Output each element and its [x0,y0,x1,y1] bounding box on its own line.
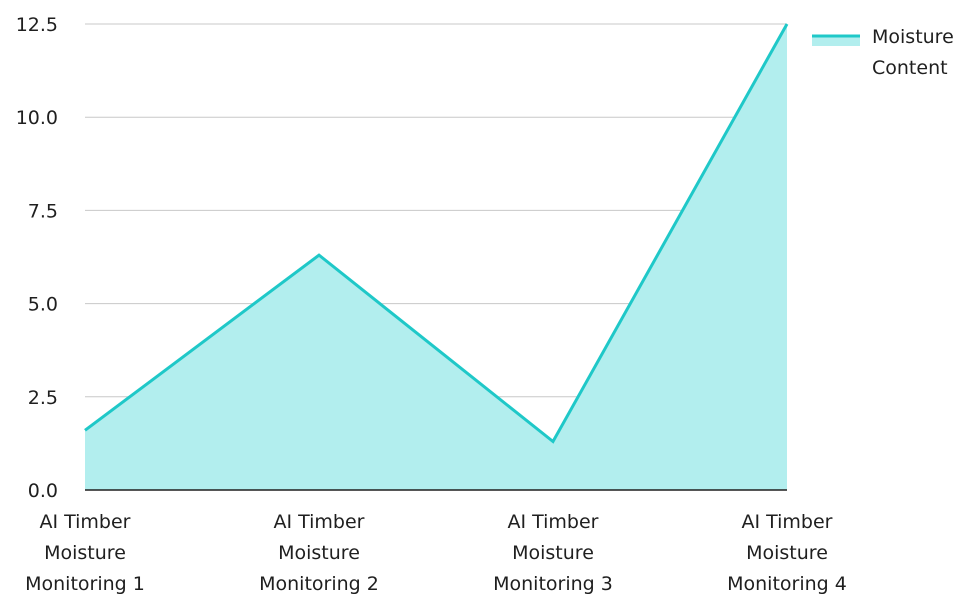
x-tick-label: AI Timber Moisture Monitoring 4 [727,511,847,595]
legend-label: Moisture Content [872,26,954,79]
legend-swatch-fill [812,36,860,46]
x-tick-label: AI Timber Moisture Monitoring 3 [493,511,613,595]
series-line [84,23,789,444]
data-point [315,251,323,259]
y-tick-label: 0.0 [28,480,58,502]
line-layer [81,20,791,446]
y-tick-label: 12.5 [16,14,58,36]
data-point [783,20,791,28]
x-tick-label: AI Timber Moisture Monitoring 1 [25,511,145,595]
y-tick-label: 10.0 [16,107,58,129]
x-axis: AI Timber Moisture Monitoring 1 AI Timber Mo… [25,489,847,595]
y-axis: 0.0 2.5 5.0 7.5 10.0 12.5 [16,14,58,502]
data-point [81,426,89,434]
y-tick-label: 2.5 [28,387,58,409]
series-area [85,24,787,490]
area-layer [85,24,787,490]
data-point [549,438,557,446]
x-tick-label: AI Timber Moisture Monitoring 2 [259,511,379,595]
y-tick-label: 7.5 [28,200,58,222]
legend: Moisture Content [812,26,954,79]
y-tick-label: 5.0 [28,294,58,316]
